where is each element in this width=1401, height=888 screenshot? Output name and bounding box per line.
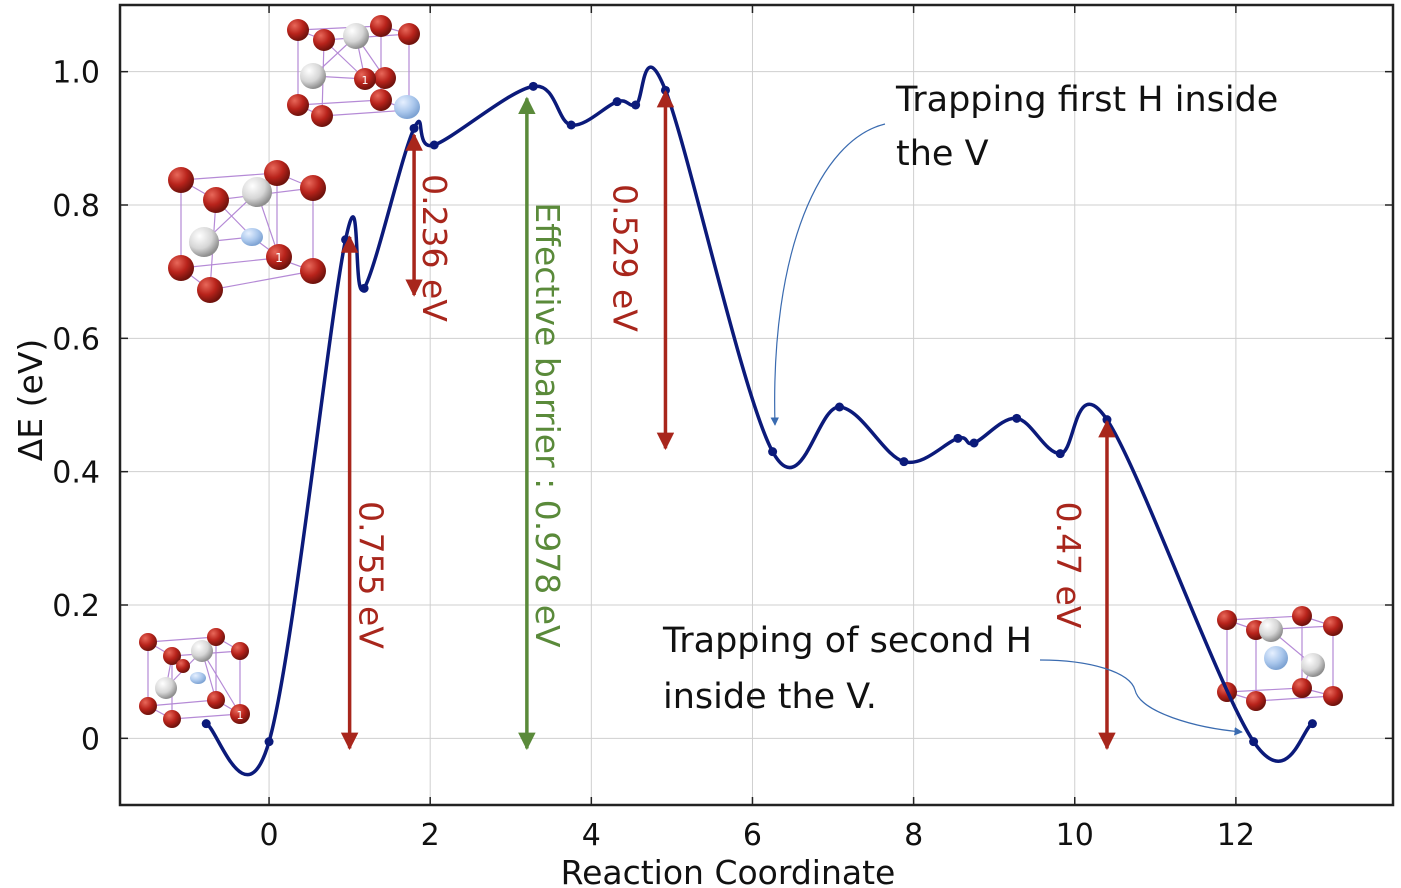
y-tick-label: 0 xyxy=(81,722,100,757)
note-first-h-line-2: the V xyxy=(896,134,989,174)
crystal-inset-first-barrier: 1 xyxy=(168,160,326,303)
data-point xyxy=(899,457,909,467)
data-point xyxy=(1055,449,1065,459)
data-point xyxy=(566,120,576,130)
data-point xyxy=(612,97,622,107)
data-point xyxy=(264,737,274,747)
x-tick-label: 10 xyxy=(1056,818,1094,853)
label-barrier_3: 0.529 eV xyxy=(605,184,644,332)
x-tick-label: 8 xyxy=(904,818,923,853)
x-tick-label: 4 xyxy=(582,818,601,853)
note-second-h: Trapping of second H inside the V. xyxy=(662,621,1243,736)
note-first-h: Trapping first H inside the V xyxy=(770,80,1278,426)
y-tick-label: 1.0 xyxy=(52,56,100,91)
data-point xyxy=(969,438,979,448)
data-point xyxy=(953,433,963,443)
axis-ticks xyxy=(120,5,1393,805)
data-point xyxy=(631,100,641,110)
energy-series xyxy=(201,65,1317,777)
x-tick-label: 0 xyxy=(260,818,279,853)
data-point xyxy=(1012,413,1022,423)
note-second-h-arrow xyxy=(1039,659,1243,736)
label-barrier_4: 0.47 eV xyxy=(1049,502,1088,629)
x-tick-label: 6 xyxy=(743,818,762,853)
y-tick-labels: 0 0.2 0.4 0.6 0.8 1.0 xyxy=(52,56,100,758)
label-barrier_1: 0.755 eV xyxy=(352,501,391,649)
x-tick-label: 12 xyxy=(1217,818,1255,853)
data-point xyxy=(1249,737,1259,747)
data-point xyxy=(834,402,844,412)
svg-text:1: 1 xyxy=(275,251,283,265)
y-tick-label: 0.8 xyxy=(52,189,100,224)
data-point xyxy=(768,447,778,457)
y-axis-title: ΔE (eV) xyxy=(11,339,50,462)
y-tick-label: 0.2 xyxy=(52,589,100,624)
svg-text:1: 1 xyxy=(362,74,369,87)
note-second-h-line-2: inside the V. xyxy=(663,677,877,717)
data-point xyxy=(528,81,538,91)
note-first-h-line-1: Trapping first H inside xyxy=(895,80,1278,120)
x-tick-label: 2 xyxy=(421,818,440,853)
label-barrier_2: 0.236 eV xyxy=(415,174,454,322)
x-axis-title: Reaction Coordinate xyxy=(561,853,896,888)
grid-lines xyxy=(120,5,1393,805)
note-second-h-line-1: Trapping of second H xyxy=(662,621,1032,661)
y-tick-label: 0.4 xyxy=(52,456,100,491)
data-point xyxy=(429,140,439,150)
barrier-annotations: 0.755 eV 0.236 eV Effective barrier : 0.97… xyxy=(340,89,1116,751)
x-tick-labels: 0 2 4 6 8 10 12 xyxy=(260,818,1255,853)
data-point xyxy=(409,123,419,133)
data-point xyxy=(201,719,211,729)
y-tick-label: 0.6 xyxy=(52,322,100,357)
data-point xyxy=(359,283,369,293)
crystal-inset-top: 1 xyxy=(287,15,420,127)
crystal-inset-initial: 1 xyxy=(139,628,250,728)
svg-text:1: 1 xyxy=(237,709,244,722)
label-effective: Effective barrier : 0.978 eV xyxy=(528,202,567,648)
data-point xyxy=(1307,719,1317,729)
note-first-h-arrow xyxy=(770,123,886,426)
series-line xyxy=(205,65,1314,777)
plot-frame xyxy=(118,3,1395,807)
crystal-inset-final xyxy=(1217,606,1343,711)
